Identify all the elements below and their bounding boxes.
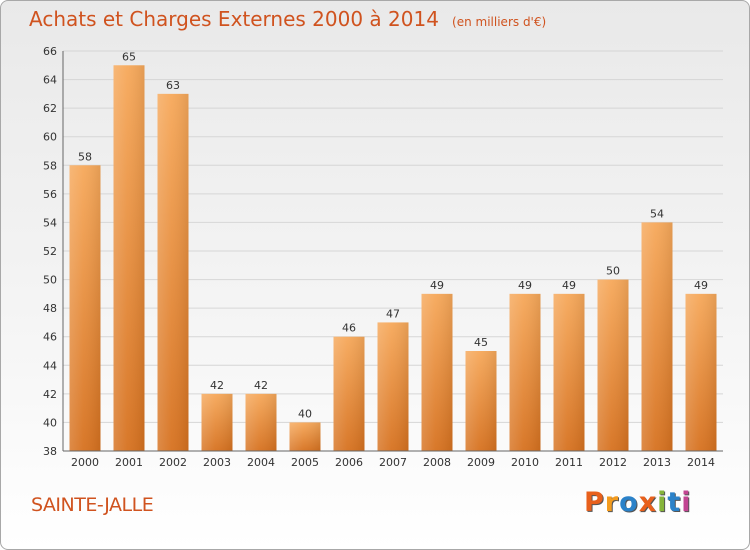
bar-shine-2014 (685, 293, 717, 451)
title-row: Achats et Charges Externes 2000 à 2014 (… (29, 7, 546, 31)
y-tick-label: 38 (43, 445, 57, 458)
x-tick-label-2007: 2007 (379, 456, 407, 469)
x-tick-label-2003: 2003 (203, 456, 231, 469)
x-tick-label-2006: 2006 (335, 456, 363, 469)
value-label-2013: 54 (650, 207, 664, 220)
value-label-2005: 40 (298, 407, 312, 420)
x-tick-label-2000: 2000 (71, 456, 99, 469)
value-label-2012: 50 (606, 265, 620, 278)
x-tick-label-2009: 2009 (467, 456, 495, 469)
x-tick-label-2002: 2002 (159, 456, 187, 469)
logo-letter: r (604, 487, 620, 518)
y-tick-label: 62 (43, 102, 57, 115)
value-label-2011: 49 (562, 279, 576, 292)
value-label-2004: 42 (254, 379, 268, 392)
x-tick-label-2010: 2010 (511, 456, 539, 469)
x-tick-label-2005: 2005 (291, 456, 319, 469)
y-tick-label: 66 (43, 45, 57, 58)
bar-value-labels: 58 65 63 42 42 40 46 47 49 45 49 49 50 54 49 (78, 50, 708, 420)
bar-shine-2000 (69, 165, 101, 452)
logo-letter: i (657, 487, 668, 518)
bar-shine-2009 (465, 351, 497, 451)
proxiti-logo: Proxiti (584, 487, 692, 518)
x-tick-label-2011: 2011 (555, 456, 583, 469)
bar-shine-2002 (157, 93, 189, 451)
bar-shine-2011 (553, 293, 585, 451)
value-label-2014: 49 (694, 279, 708, 292)
x-tick-label-2014: 2014 (687, 456, 715, 469)
x-tick-label-2008: 2008 (423, 456, 451, 469)
logo-letter: x (638, 487, 658, 518)
axes (62, 51, 723, 452)
bars (69, 65, 717, 452)
x-axis-tick-labels: 2000 2001 2002 2003 2004 2005 2006 2007 2008 2009… (71, 456, 715, 469)
value-label-2007: 47 (386, 307, 400, 320)
value-label-2002: 63 (166, 79, 180, 92)
y-tick-label: 58 (43, 159, 57, 172)
y-tick-label: 56 (43, 188, 57, 201)
bar-shine-2006 (333, 336, 365, 451)
value-label-2001: 65 (122, 50, 136, 63)
bar-shine-2005 (289, 422, 321, 451)
y-tick-label: 48 (43, 302, 57, 315)
y-tick-label: 50 (43, 274, 57, 287)
y-tick-label: 42 (43, 388, 57, 401)
y-tick-label: 54 (43, 216, 57, 229)
value-label-2000: 58 (78, 150, 92, 163)
bar-shine-2007 (377, 322, 409, 451)
location-name: SAINTE-JALLE (31, 494, 154, 516)
value-label-2003: 42 (210, 379, 224, 392)
value-label-2008: 49 (430, 279, 444, 292)
y-tick-label: 52 (43, 245, 57, 258)
y-tick-label: 64 (43, 74, 57, 87)
x-tick-label-2012: 2012 (599, 456, 627, 469)
bar-shine-2013 (641, 222, 673, 451)
logo-letter: o (619, 487, 639, 518)
y-tick-label: 40 (43, 416, 57, 429)
y-tick-label: 60 (43, 131, 57, 144)
x-tick-label-2013: 2013 (643, 456, 671, 469)
chart-subtitle: (en milliers d'€) (452, 15, 547, 29)
y-tick-label: 46 (43, 331, 57, 344)
bar-shine-2008 (421, 293, 453, 451)
value-label-2009: 45 (474, 336, 488, 349)
logo-letter: P (584, 487, 605, 518)
value-label-2006: 46 (342, 322, 356, 335)
y-axis-tick-labels: 38 40 42 44 46 48 50 52 54 56 58 60 62 64 66 (43, 45, 57, 458)
bar-shine-2001 (113, 65, 145, 452)
logo-letter: i (681, 487, 692, 518)
bar-shine-2012 (597, 279, 629, 451)
bar-shine-2003 (201, 393, 233, 451)
x-tick-label-2001: 2001 (115, 456, 143, 469)
value-label-2010: 49 (518, 279, 532, 292)
chart-title: Achats et Charges Externes 2000 à 2014 (29, 7, 439, 31)
x-tick-label-2004: 2004 (247, 456, 275, 469)
y-tick-label: 44 (43, 359, 57, 372)
bar-shine-2010 (509, 293, 541, 451)
logo-letter: t (667, 487, 682, 518)
bar-shine-2004 (245, 393, 277, 451)
